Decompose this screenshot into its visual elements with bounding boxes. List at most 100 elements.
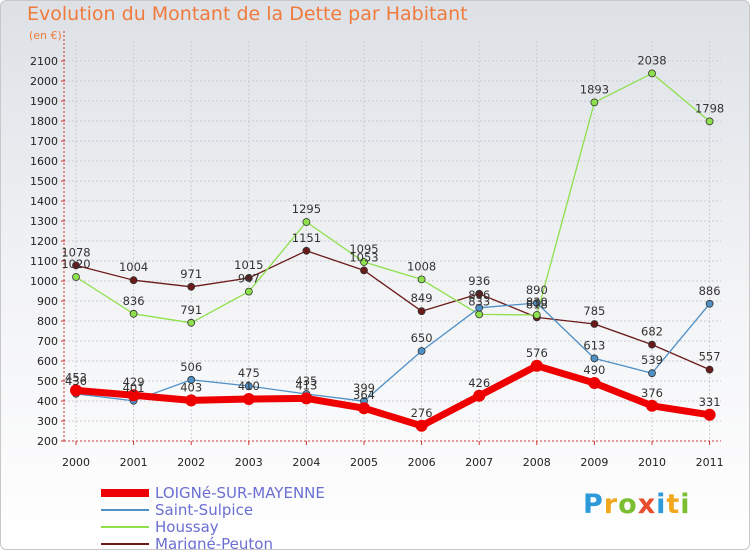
legend-swatch (101, 526, 149, 528)
data-point (358, 402, 370, 415)
data-point (417, 275, 426, 284)
data-label: 886 (699, 284, 721, 298)
data-point (185, 394, 198, 407)
data-point (187, 375, 196, 384)
data-label: 2038 (637, 53, 666, 67)
data-point (705, 299, 714, 308)
data-label: 490 (583, 363, 605, 377)
y-tick-label: 800 (37, 315, 58, 328)
y-tick-label: 1500 (30, 175, 58, 188)
x-tick-label: 2001 (120, 456, 148, 469)
data-point (360, 266, 368, 275)
data-label: 435 (295, 374, 317, 388)
y-tick-label: 1300 (30, 215, 58, 228)
data-point (530, 359, 543, 372)
legend-swatch (101, 509, 149, 511)
data-label: 1004 (119, 260, 148, 274)
x-tick-label: 2007 (465, 456, 493, 469)
data-point (127, 389, 140, 402)
data-label: 818 (526, 297, 548, 311)
series-line (75, 302, 711, 402)
data-point (475, 303, 484, 312)
data-label: 1053 (349, 250, 378, 264)
x-tick-label: 2000 (62, 456, 90, 469)
chart-title: Evolution du Montant de la Dette par Hab… (27, 3, 468, 25)
x-tick-label: 2004 (292, 456, 320, 469)
data-point (187, 318, 196, 327)
data-point (415, 419, 428, 432)
data-label: 1015 (234, 258, 263, 272)
data-label: 410 (238, 379, 260, 393)
data-label: 830 (526, 295, 548, 309)
y-tick-label: 1900 (30, 95, 58, 108)
data-point (703, 408, 716, 421)
data-label: 849 (411, 291, 433, 305)
data-label: 947 (238, 272, 260, 286)
data-label: 971 (180, 267, 202, 281)
unit-label: (en €) (29, 29, 62, 42)
y-tick-label: 400 (37, 395, 58, 408)
data-point (70, 384, 82, 397)
data-point (705, 365, 714, 374)
data-point (705, 117, 714, 126)
data-label: 539 (641, 353, 663, 367)
legend-swatch (101, 543, 149, 545)
data-label: 1798 (695, 101, 724, 115)
data-point (588, 377, 601, 389)
legend-item: LOIGNé-SUR-MAYENNE (101, 484, 325, 502)
data-point (244, 382, 253, 390)
legend-item: Houssay (101, 518, 219, 536)
data-point (72, 273, 80, 281)
data-point (129, 309, 138, 318)
data-label: 376 (641, 386, 663, 400)
data-label: 401 (123, 381, 145, 395)
series-line (75, 72, 711, 324)
data-point (300, 392, 313, 405)
data-label: 364 (353, 388, 375, 402)
data-point (473, 389, 486, 402)
data-label: 331 (699, 395, 721, 409)
y-tick-label: 1400 (30, 195, 58, 208)
legend-label: Saint-Sulpice (155, 501, 254, 519)
legend-item: Marigné-Peuton (101, 535, 273, 550)
y-tick-label: 2000 (30, 75, 58, 88)
data-label: 866 (468, 288, 490, 302)
data-point (590, 98, 599, 107)
data-label: 1151 (292, 231, 321, 245)
x-tick-label: 2002 (177, 456, 205, 469)
x-tick-label: 2009 (580, 456, 608, 469)
data-label: 506 (180, 360, 202, 374)
x-tick-label: 2011 (696, 456, 724, 469)
data-point (532, 311, 541, 319)
data-point (475, 310, 484, 319)
y-tick-label: 500 (37, 375, 58, 388)
y-tick-label: 1000 (30, 275, 58, 288)
data-point (590, 354, 599, 363)
data-label: 836 (123, 294, 145, 308)
x-tick-label: 2005 (350, 456, 378, 469)
series-line (72, 362, 714, 430)
series-line (75, 250, 711, 371)
data-point (302, 246, 311, 255)
data-point (244, 287, 253, 296)
legend-item: Saint-Sulpice (101, 501, 254, 519)
y-tick-label: 700 (37, 335, 58, 348)
data-point (187, 282, 196, 291)
y-tick-label: 1600 (30, 155, 58, 168)
y-tick-label: 300 (37, 415, 58, 428)
data-point (72, 261, 80, 270)
data-label: 276 (411, 406, 433, 420)
y-tick-label: 200 (37, 435, 58, 448)
data-point (417, 307, 426, 316)
data-label: 1020 (61, 257, 90, 271)
data-label: 613 (583, 338, 605, 352)
x-tick-label: 2010 (638, 456, 666, 469)
data-label: 1095 (349, 242, 378, 256)
legend-label: Marigné-Peuton (155, 535, 273, 550)
data-label: 576 (526, 346, 548, 360)
data-point (648, 340, 656, 349)
data-label: 429 (123, 375, 145, 389)
y-tick-label: 1700 (30, 135, 58, 148)
data-label: 682 (641, 325, 663, 339)
